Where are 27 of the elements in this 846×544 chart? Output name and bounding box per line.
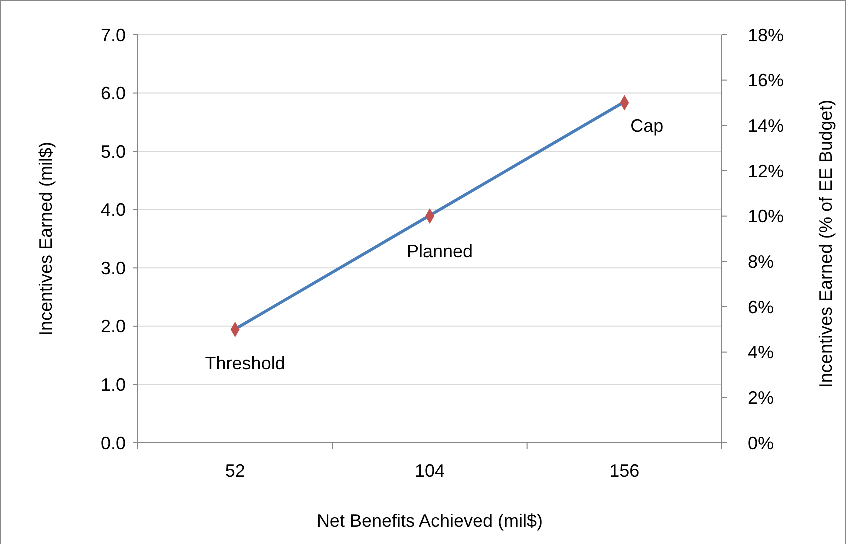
y2-tick-label: 14%	[748, 116, 784, 136]
y2-axis-title: Incentives Earned (% of EE Budget)	[816, 100, 836, 388]
y2-tick-label: 12%	[748, 161, 784, 182]
y2-tick-label: 0%	[748, 433, 774, 454]
annotation: Threshold	[205, 353, 286, 374]
y2-tick-label: 8%	[748, 252, 774, 272]
y-tick-label: 2.0	[100, 316, 126, 337]
x-tick-label: 104	[414, 461, 446, 481]
annotation: Cap	[630, 116, 664, 136]
y-tick-label: 0.0	[100, 433, 126, 454]
x-axis-title: Net Benefits Achieved (mil$)	[316, 511, 544, 531]
y2-tick-label: 16%	[748, 70, 784, 91]
y2-tick-label: 18%	[748, 25, 784, 46]
x-tick-label: 52	[225, 461, 246, 481]
y-tick-label: 7.0	[100, 25, 126, 46]
y-axis-title: Incentives Earned (mil$)	[36, 142, 56, 336]
y2-tick-label: 6%	[748, 297, 774, 318]
y-tick-label: 1.0	[100, 375, 126, 396]
y-tick-label: 6.0	[100, 84, 126, 104]
x-tick-label: 156	[610, 461, 640, 481]
y-tick-label: 4.0	[100, 200, 126, 220]
y2-tick-label: 10%	[748, 206, 784, 227]
annotation: Planned	[406, 242, 474, 262]
y-tick-label: 5.0	[100, 142, 126, 162]
y-tick-label: 3.0	[100, 258, 126, 278]
y2-tick-label: 4%	[748, 342, 774, 363]
y2-tick-label: 2%	[748, 388, 774, 408]
